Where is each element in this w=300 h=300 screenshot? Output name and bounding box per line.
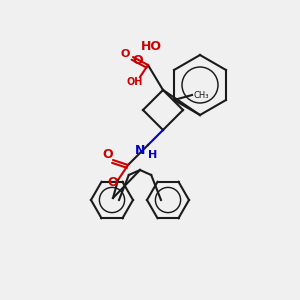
- Text: O: O: [120, 49, 130, 59]
- Text: O: O: [133, 53, 143, 67]
- Text: CH₃: CH₃: [193, 91, 208, 100]
- Text: N: N: [135, 143, 145, 157]
- Text: O: O: [103, 148, 113, 161]
- Text: O: O: [108, 176, 118, 190]
- Text: H: H: [148, 150, 158, 160]
- Text: OH: OH: [127, 77, 143, 87]
- Text: HO: HO: [140, 40, 161, 53]
